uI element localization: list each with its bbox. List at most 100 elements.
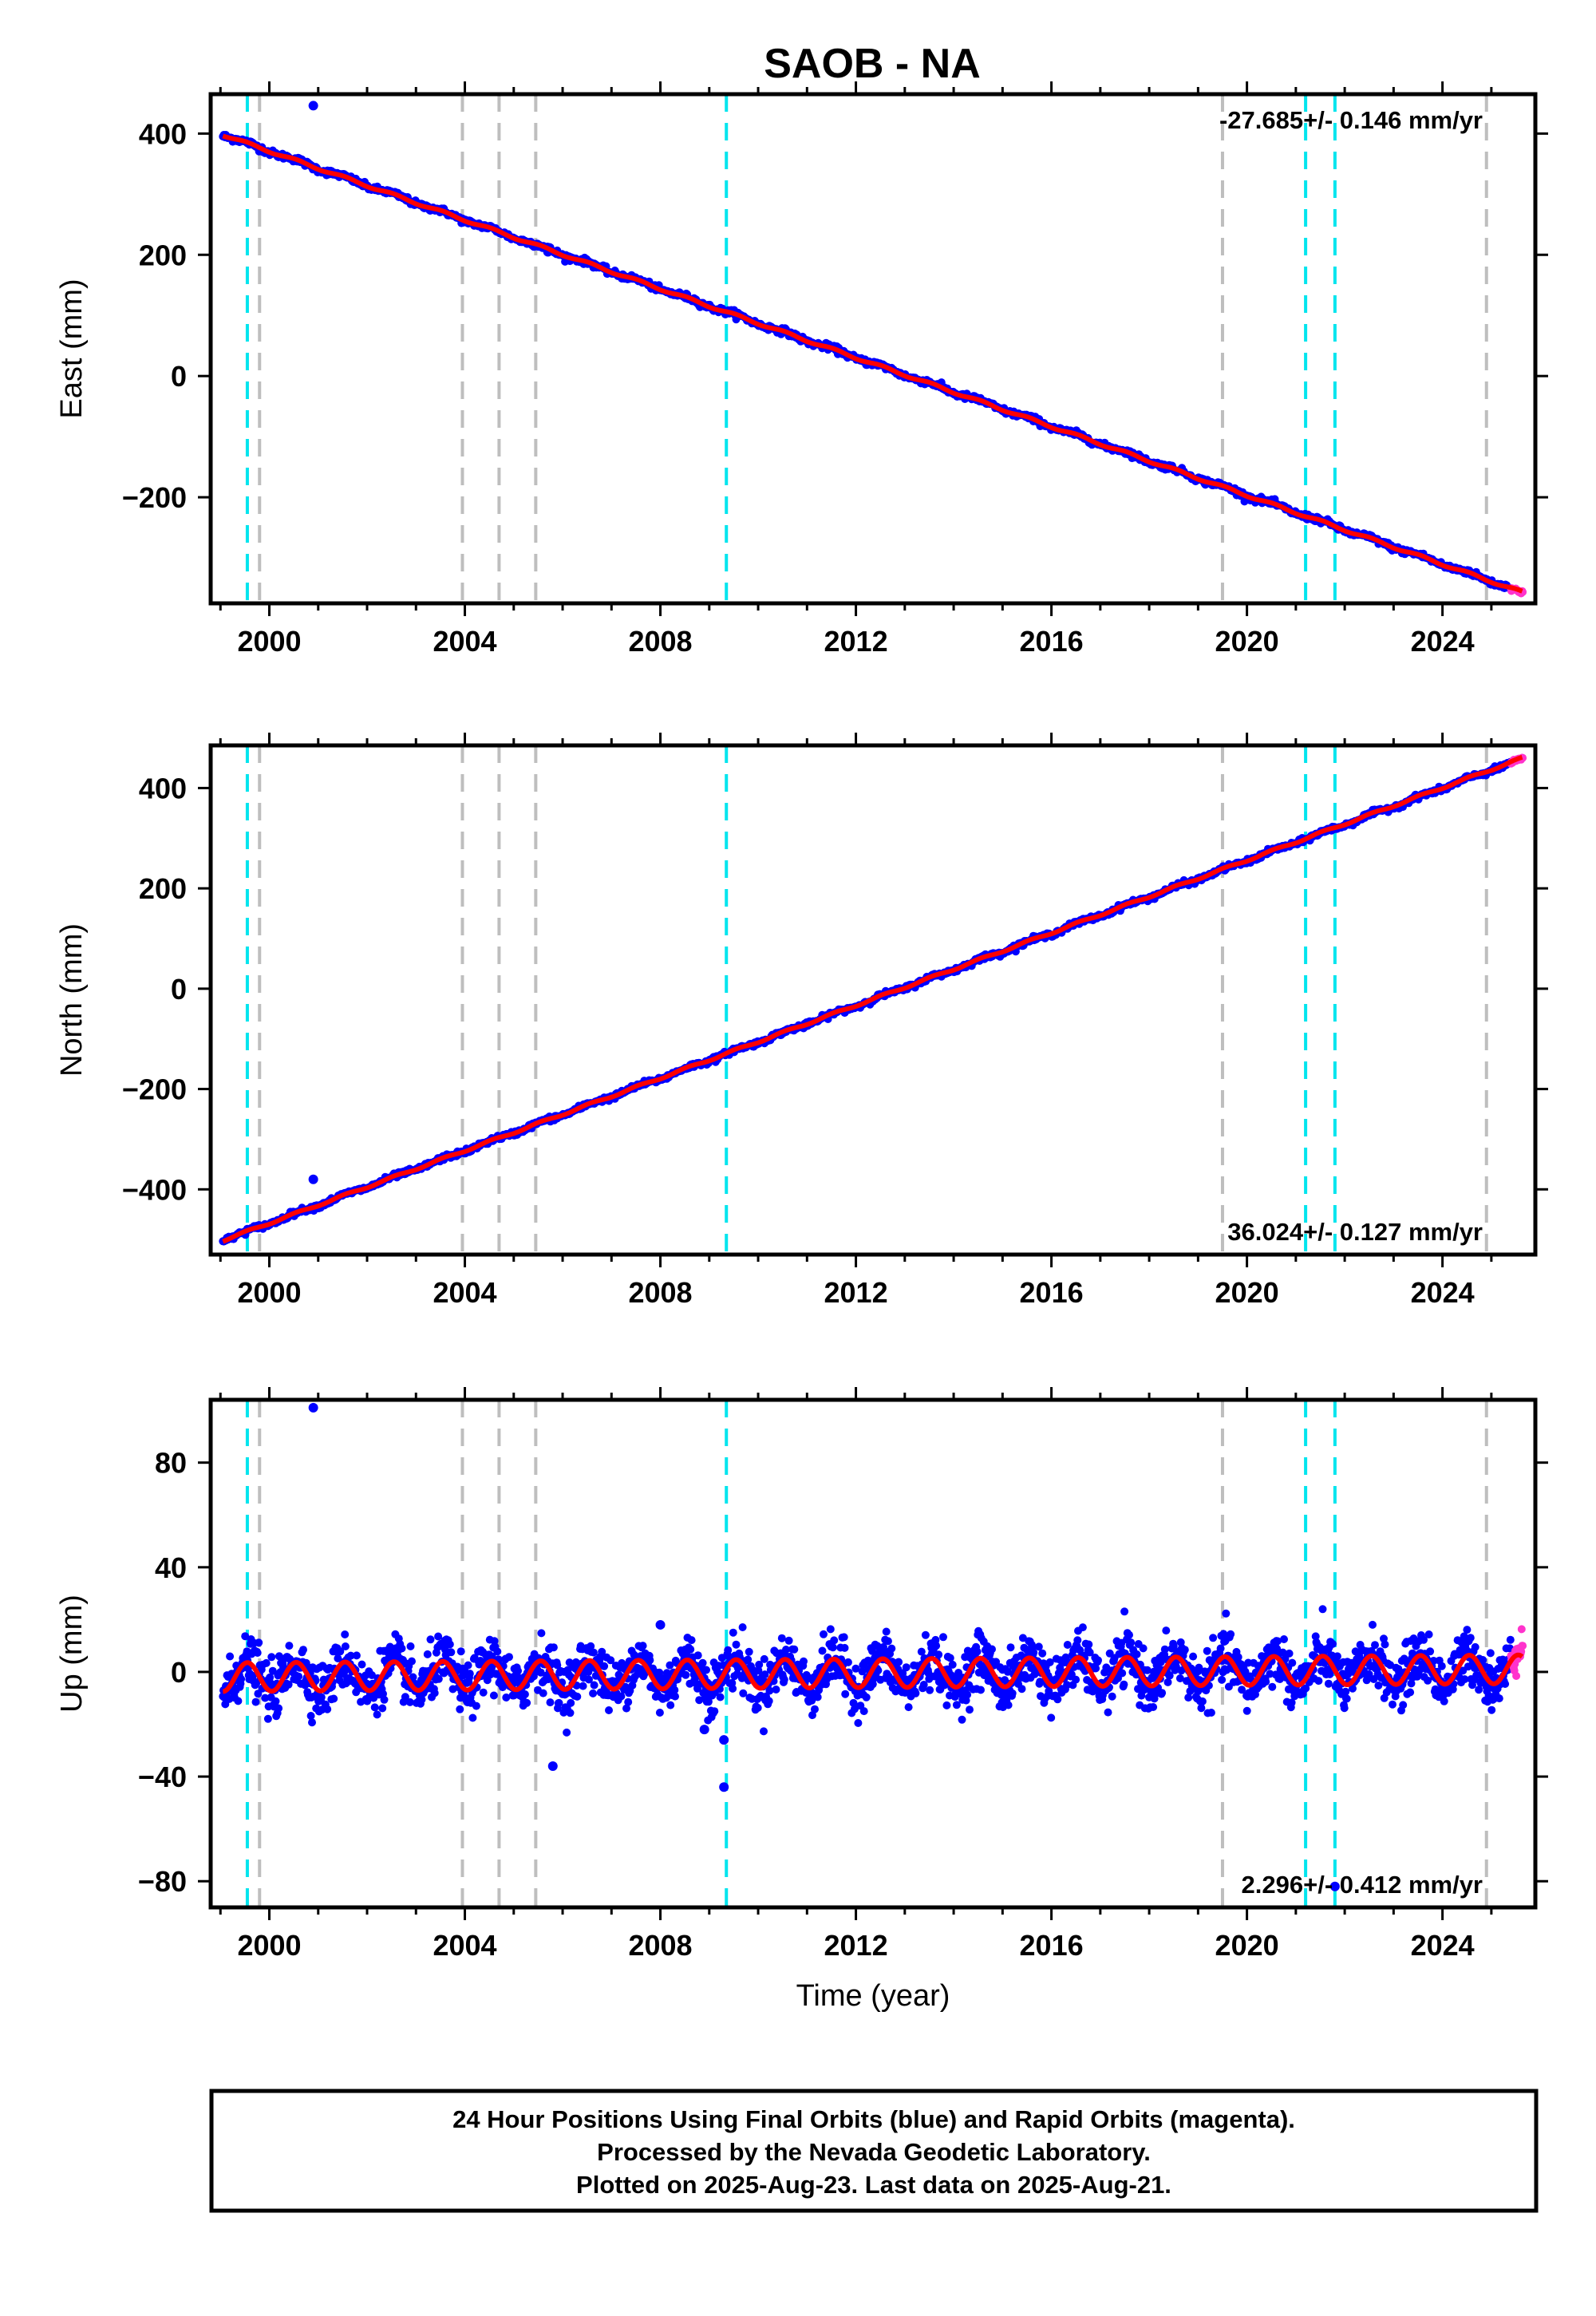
data-point (884, 1672, 893, 1681)
data-point (1053, 1695, 1062, 1704)
data-point (1349, 1684, 1357, 1693)
data-point (299, 1646, 307, 1654)
data-point (523, 1698, 531, 1707)
data-point (904, 1703, 913, 1712)
data-point (1218, 1675, 1227, 1684)
data-point (502, 1694, 511, 1701)
data-point (520, 1690, 529, 1698)
final-orbit-points (219, 1605, 1515, 1737)
data-point (858, 1667, 867, 1676)
data-point (1148, 1674, 1157, 1682)
data-point (843, 1658, 852, 1666)
data-point (977, 1686, 985, 1694)
data-point (237, 1674, 246, 1683)
data-point (1108, 1692, 1116, 1701)
data-point (745, 1647, 753, 1656)
data-point (1426, 1647, 1435, 1656)
panels: 2000 2004 2008 2012 2016 2020 2024−2000200400E… (55, 81, 1548, 2013)
data-point (826, 1625, 835, 1634)
data-point (1369, 1620, 1377, 1629)
data-point (1333, 1652, 1341, 1661)
data-point (346, 1651, 355, 1660)
data-point (1063, 1641, 1072, 1649)
data-point (1006, 1643, 1015, 1652)
data-point (946, 1654, 954, 1662)
y-tick-label: 400 (139, 772, 187, 804)
data-point (600, 1662, 609, 1670)
data-point (352, 1651, 361, 1660)
data-point (1120, 1680, 1128, 1689)
data-point (952, 1701, 961, 1709)
data-point (1085, 1648, 1094, 1657)
data-point (537, 1629, 546, 1638)
plot-area (219, 94, 1527, 603)
data-point (820, 1630, 828, 1638)
data-point (605, 1706, 613, 1714)
model-fit-line (222, 133, 1523, 594)
x-tick-label: 2004 (433, 625, 496, 658)
data-point (942, 1701, 951, 1709)
data-point (1198, 1697, 1207, 1705)
data-point (1158, 1689, 1167, 1697)
data-point (813, 1693, 822, 1701)
data-point (1162, 1626, 1171, 1635)
data-point (1203, 1646, 1211, 1655)
data-point (585, 1675, 593, 1684)
data-point (505, 1653, 513, 1662)
data-point (1222, 1609, 1231, 1618)
data-point (1381, 1640, 1389, 1649)
data-point (868, 1646, 876, 1655)
data-point (1180, 1646, 1189, 1654)
data-point (973, 1647, 982, 1656)
data-point (744, 1655, 753, 1664)
data-point (1234, 1653, 1242, 1662)
data-point (275, 1704, 283, 1713)
data-point (1076, 1646, 1084, 1654)
data-point (729, 1684, 737, 1693)
data-point (1029, 1648, 1038, 1657)
data-point (687, 1636, 696, 1645)
data-point (765, 1686, 774, 1695)
data-point (926, 1686, 934, 1694)
data-point (266, 1679, 275, 1687)
data-point (1017, 1685, 1026, 1694)
data-point (1424, 1630, 1433, 1638)
data-point (646, 1656, 654, 1665)
x-tick-label: 2016 (1020, 625, 1084, 658)
data-point (555, 1698, 563, 1707)
data-point (624, 1697, 633, 1706)
data-point (1242, 1706, 1251, 1715)
data-point (294, 1672, 303, 1681)
data-point (854, 1719, 863, 1727)
data-point (739, 1689, 748, 1697)
data-point (883, 1637, 892, 1646)
y-tick-label: 200 (139, 239, 187, 271)
data-point (931, 1635, 940, 1644)
data-point (1127, 1638, 1136, 1647)
data-point (753, 1704, 762, 1712)
data-point (882, 1627, 891, 1636)
data-point (670, 1686, 679, 1694)
model-fit-line (222, 754, 1523, 1244)
data-point (849, 1698, 858, 1707)
x-tick-label: 2004 (433, 1276, 496, 1309)
data-point (1281, 1654, 1290, 1663)
data-point (1268, 1682, 1277, 1691)
data-point (573, 1692, 582, 1701)
data-point (1163, 1678, 1172, 1686)
data-point (1118, 1669, 1127, 1678)
data-point (1371, 1641, 1379, 1650)
data-point (800, 1657, 808, 1666)
data-point (1238, 1686, 1246, 1694)
data-point (426, 1635, 435, 1644)
data-point (1197, 1704, 1206, 1713)
data-point (1216, 1644, 1225, 1653)
data-point (1273, 1637, 1282, 1646)
chart-title: SAOB - NA (764, 41, 981, 87)
data-point (681, 1670, 690, 1679)
data-point (1094, 1656, 1102, 1665)
data-point (589, 1648, 598, 1657)
data-point (1219, 1630, 1228, 1638)
data-point (939, 1633, 947, 1642)
